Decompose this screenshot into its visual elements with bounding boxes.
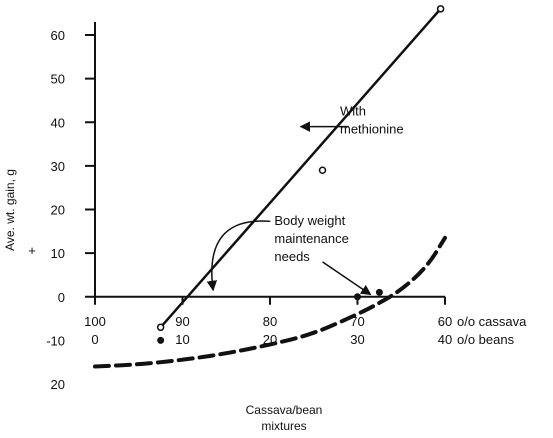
data-point-filled bbox=[375, 288, 383, 296]
y-axis-title: Ave. wt. gain, g bbox=[3, 169, 17, 251]
annotation-text: With bbox=[340, 104, 366, 119]
annotation-text: maintenance bbox=[274, 231, 348, 246]
x-axis-bean-unit: o/o beans bbox=[457, 332, 515, 347]
data-point-open bbox=[436, 5, 445, 13]
data-point-filled bbox=[157, 336, 165, 344]
x-tick-label-cassava: 60 bbox=[438, 314, 452, 329]
x-tick-label-beans: 10 bbox=[175, 332, 189, 347]
y-tick-label: 20 bbox=[51, 203, 65, 218]
annotation-layer: With methionine Body weight maintenance need… bbox=[206, 104, 404, 296]
x-tick-label-beans: 40 bbox=[438, 332, 452, 347]
annotation-text: methionine bbox=[340, 122, 404, 137]
y-tick-label: 20 bbox=[51, 377, 65, 392]
x-axis-title-line-1: Cassava/bean bbox=[246, 403, 323, 417]
y-tick-label: 60 bbox=[51, 28, 65, 43]
annotation-text: Body weight bbox=[274, 213, 345, 228]
plus-sign: + bbox=[28, 243, 36, 258]
x-axis-cassava-unit: o/o cassava bbox=[457, 314, 527, 329]
annotation-arrow-2 bbox=[322, 261, 372, 296]
series-line-without-methionine bbox=[93, 235, 447, 369]
annotation-text: needs bbox=[274, 249, 310, 264]
x-tick-label-cassava: 100 bbox=[84, 314, 106, 329]
data-point-open bbox=[318, 166, 327, 174]
x-axis-title-line-2: mixtures bbox=[261, 419, 306, 433]
x-tick-label-beans: 30 bbox=[350, 332, 364, 347]
x-tick-label-beans: 0 bbox=[91, 332, 98, 347]
data-point-open bbox=[156, 323, 165, 332]
marker-layer bbox=[156, 5, 445, 344]
y-tick-label: -10 bbox=[46, 333, 65, 348]
y-axis-title-group: Ave. wt. gain, g bbox=[3, 169, 17, 251]
y-tick-label: 30 bbox=[51, 159, 65, 174]
y-tick-label: 0 bbox=[58, 290, 65, 305]
y-axis-ticks: 60 50 40 30 20 10 0 -10 20 bbox=[46, 28, 95, 392]
y-tick-label: 50 bbox=[51, 72, 65, 87]
x-tick-label-cassava: 80 bbox=[263, 314, 277, 329]
series-layer bbox=[93, 7, 447, 369]
data-point-filled bbox=[354, 293, 361, 301]
annotation-arrow bbox=[206, 220, 271, 292]
x-tick-label-cassava: 90 bbox=[175, 314, 189, 329]
y-tick-label: 40 bbox=[51, 115, 65, 130]
series-line-with-methionine bbox=[159, 7, 442, 329]
y-tick-label: 10 bbox=[51, 246, 65, 261]
